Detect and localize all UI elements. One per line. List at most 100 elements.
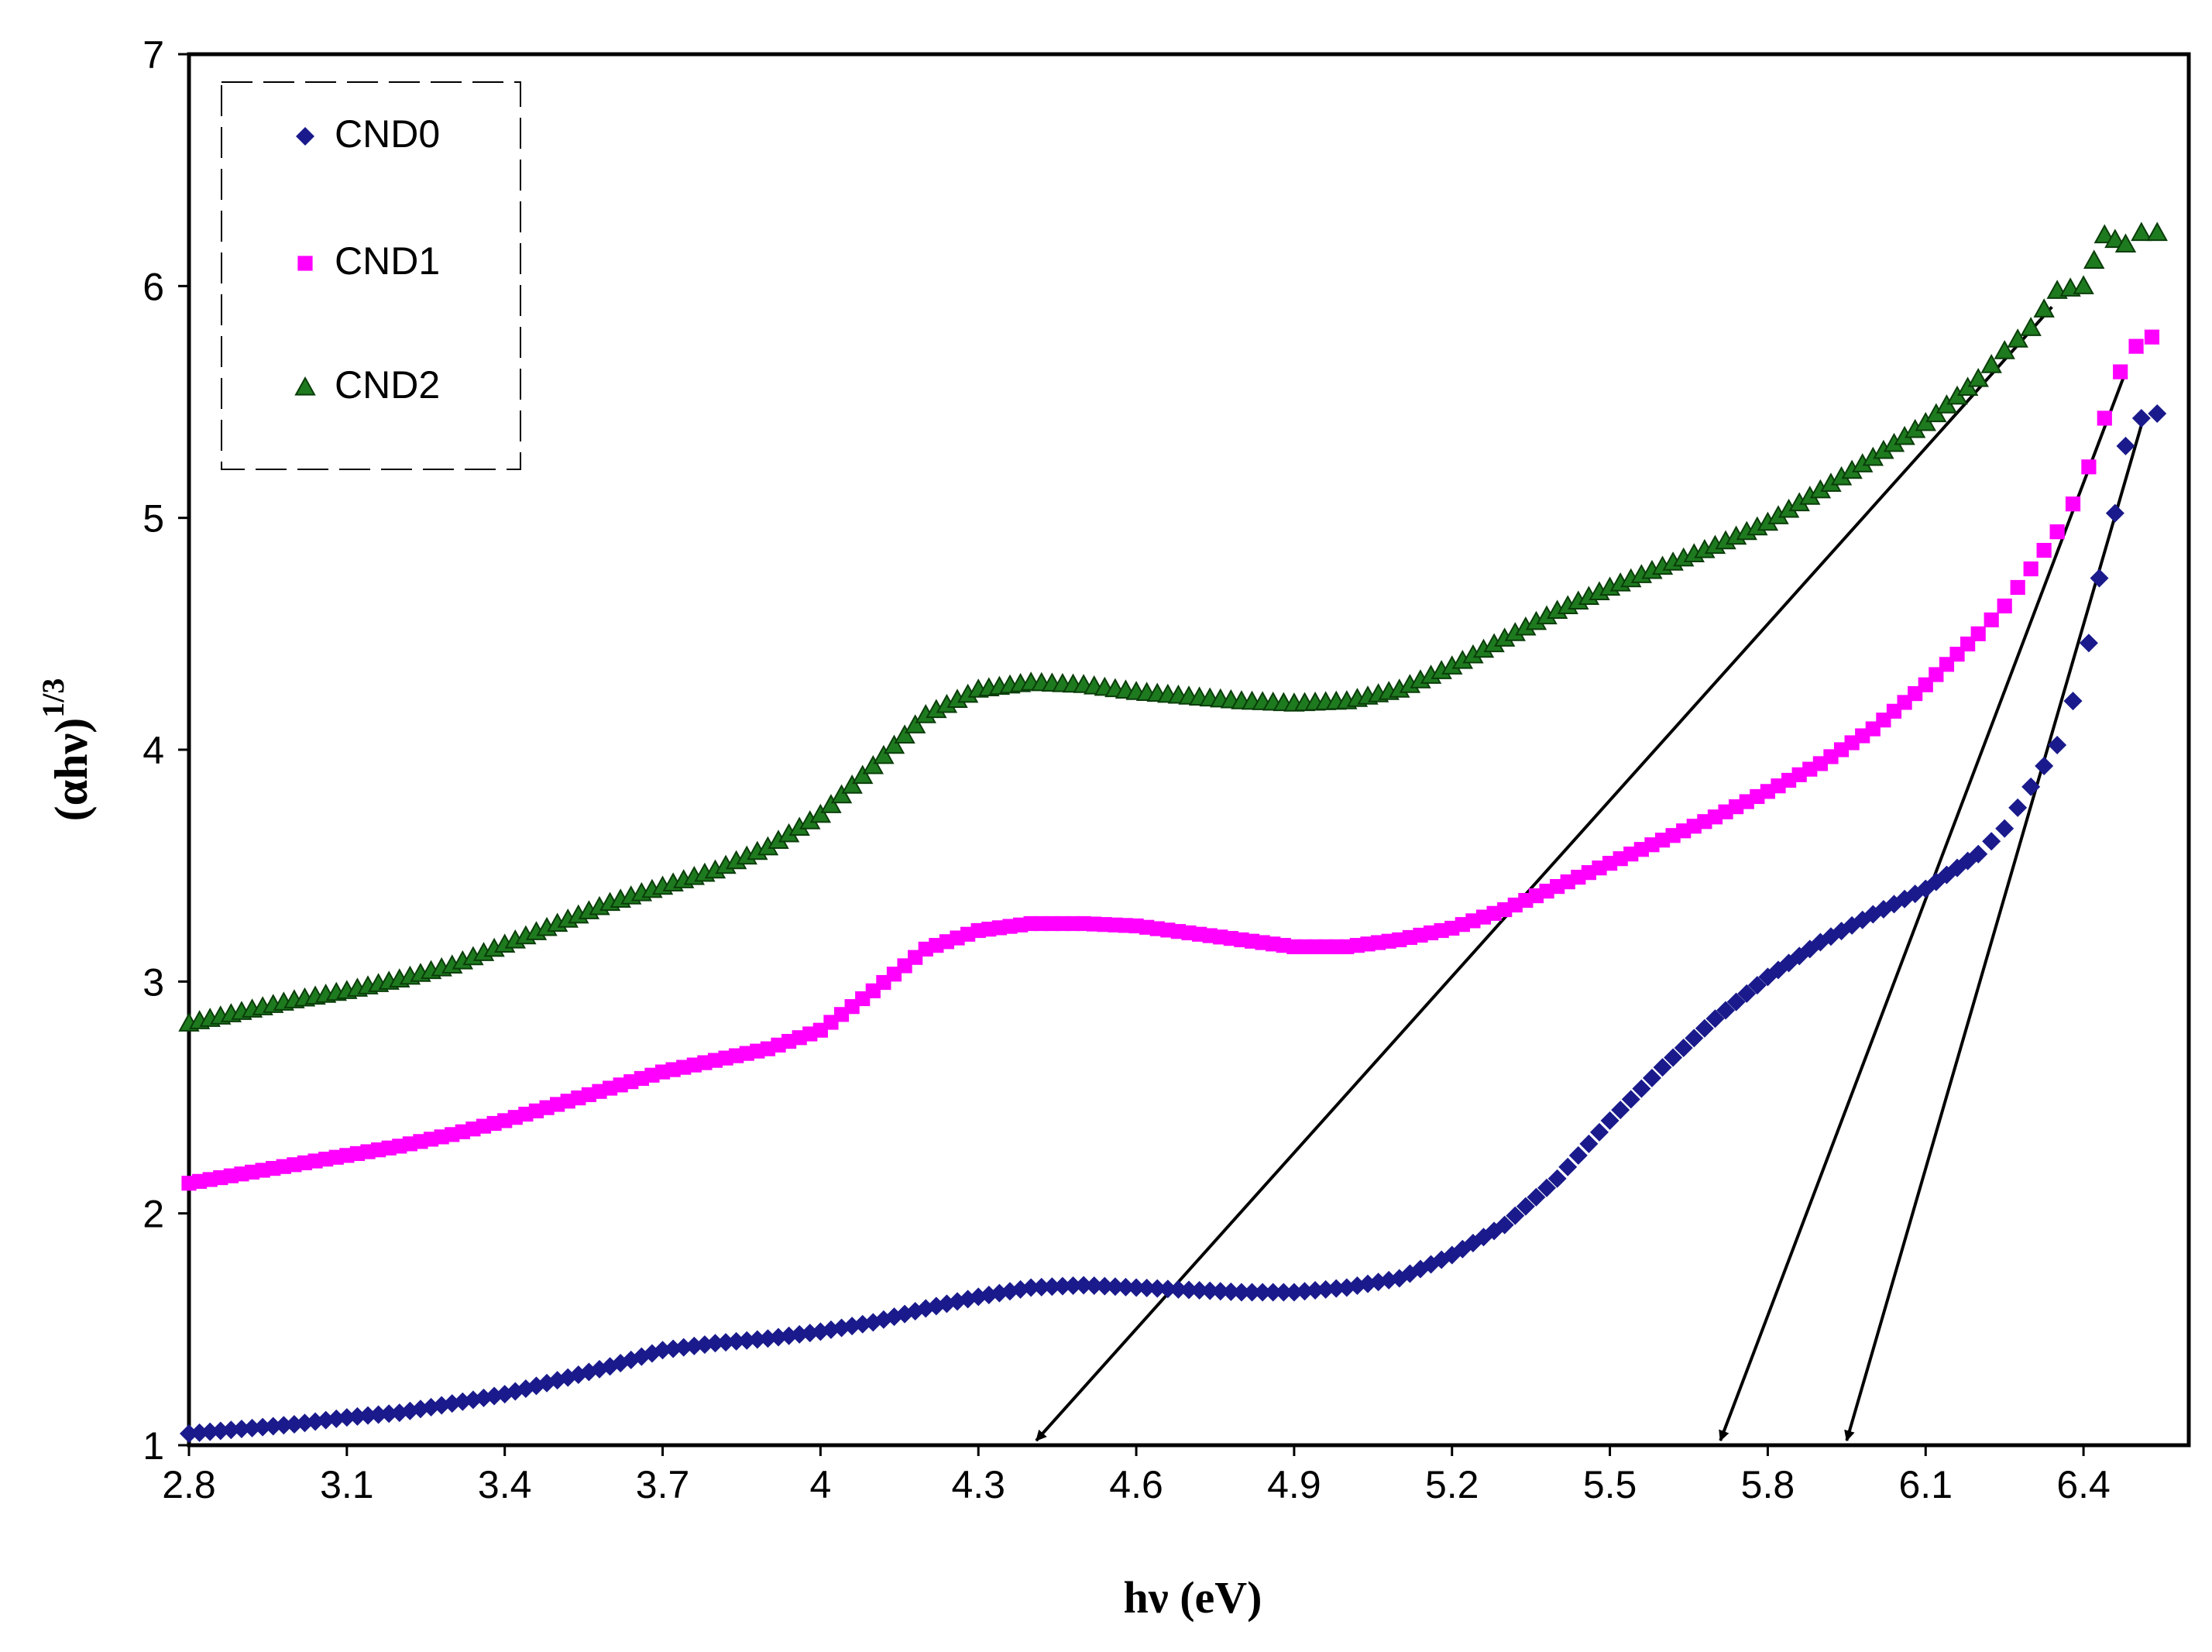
data-point (747, 1330, 767, 1349)
data-point (1306, 1281, 1325, 1300)
data-point (1284, 1283, 1304, 1302)
data-point (1589, 1122, 1609, 1142)
data-point (1242, 1283, 1262, 1302)
tangent-line-cnd2 (1035, 305, 2053, 1442)
data-point (1327, 1279, 1346, 1298)
data-point (1642, 1068, 1661, 1087)
data-point (1716, 1001, 1736, 1020)
data-point (852, 764, 874, 785)
tangent-lines (1035, 305, 2143, 1442)
data-point (1116, 1277, 1135, 1297)
series-cnd0 (180, 404, 2167, 1444)
data-point (1032, 1277, 1051, 1297)
data-point (211, 1421, 230, 1441)
data-point (1967, 368, 1989, 387)
data-point (2114, 233, 2137, 253)
x-tick-label: 3.7 (636, 1463, 690, 1506)
data-point (1527, 1187, 1546, 1207)
data-point (2116, 436, 2135, 455)
y-tick-label: 6 (143, 265, 164, 308)
data-point (1084, 1276, 1104, 1296)
data-point (2073, 275, 2094, 294)
data-point (1074, 1276, 1094, 1295)
data-point (1274, 1283, 1293, 1302)
legend-marker-cnd0 (296, 127, 314, 146)
data-point (337, 1408, 356, 1427)
x-tick-label: 4.3 (951, 1463, 1005, 1506)
data-series (178, 222, 2168, 1444)
legend: CND0 CND1 CND2 (221, 81, 521, 470)
tangent-line-cnd0 (1844, 424, 2143, 1442)
data-point (2036, 542, 2052, 558)
data-point (2007, 328, 2028, 348)
series-cnd2 (178, 222, 2168, 1032)
y-axis-title-main: (αhν) (46, 718, 97, 822)
data-point (1632, 1079, 1651, 1098)
y-tick-label: 5 (143, 497, 164, 541)
data-point (1664, 1048, 1683, 1067)
x-tick-label: 3.4 (478, 1463, 532, 1506)
data-point (1158, 1279, 1177, 1299)
x-tick-label: 3.1 (320, 1463, 374, 1506)
data-point (1621, 1090, 1640, 1109)
data-point (862, 754, 884, 774)
data-point (222, 1420, 241, 1440)
data-point (1685, 1029, 1704, 1048)
y-tick-label: 1 (143, 1424, 164, 1468)
data-point (1611, 1101, 1630, 1120)
data-point (2049, 524, 2065, 540)
data-point (1200, 1281, 1220, 1300)
data-point (2048, 736, 2067, 755)
data-point (359, 1406, 378, 1425)
data-point (1211, 1282, 1230, 1301)
data-point (190, 1423, 209, 1442)
data-point (1042, 1277, 1062, 1297)
data-point (1053, 1276, 1072, 1296)
data-point (1984, 612, 1999, 627)
data-point (263, 1417, 283, 1436)
y-tick-label: 3 (143, 960, 164, 1004)
data-point (1063, 1276, 1083, 1296)
tangent-line-cnd1 (1719, 371, 2128, 1442)
data-point (348, 1406, 367, 1426)
data-point (1982, 832, 2001, 851)
data-point (2128, 338, 2144, 354)
data-point (2083, 249, 2105, 270)
data-point (1516, 1197, 1535, 1216)
data-point (1263, 1283, 1283, 1302)
legend-marker-cnd2 (294, 376, 316, 396)
data-point (380, 1404, 399, 1424)
data-point (1726, 992, 1746, 1011)
data-point (1095, 1276, 1115, 1296)
data-point (1737, 984, 1757, 1003)
data-point (274, 1416, 294, 1435)
data-point (1558, 1157, 1578, 1176)
data-point (242, 1418, 262, 1437)
data-point (1995, 819, 2014, 838)
data-point (2035, 756, 2054, 775)
data-point (1969, 844, 1988, 864)
data-point (1180, 1280, 1198, 1300)
data-point (1653, 1058, 1672, 1077)
data-point (2063, 692, 2083, 711)
data-point (820, 794, 842, 813)
data-point (1537, 1178, 1557, 1197)
data-point (2081, 459, 2097, 475)
x-tick-label: 5.2 (1425, 1463, 1479, 1506)
x-tick-label: 5.8 (1741, 1463, 1795, 1506)
data-point (2094, 224, 2115, 244)
x-tick-label: 5.5 (1583, 1463, 1637, 1506)
legend-marker-cnd1 (297, 256, 313, 271)
data-point (904, 714, 926, 733)
y-axis-title-exponent: 1/3 (36, 678, 70, 718)
svg-text:(αhν)1/3: (αhν)1/3 (36, 678, 97, 822)
data-point (1568, 1145, 1588, 1165)
data-point (2148, 404, 2167, 423)
data-point (1747, 976, 1767, 995)
data-point (841, 774, 863, 794)
data-point (2065, 496, 2081, 512)
y-axis-title: (αhν)1/3 (36, 678, 97, 822)
data-point (2105, 503, 2124, 523)
x-tick-label: 2.8 (162, 1463, 216, 1506)
